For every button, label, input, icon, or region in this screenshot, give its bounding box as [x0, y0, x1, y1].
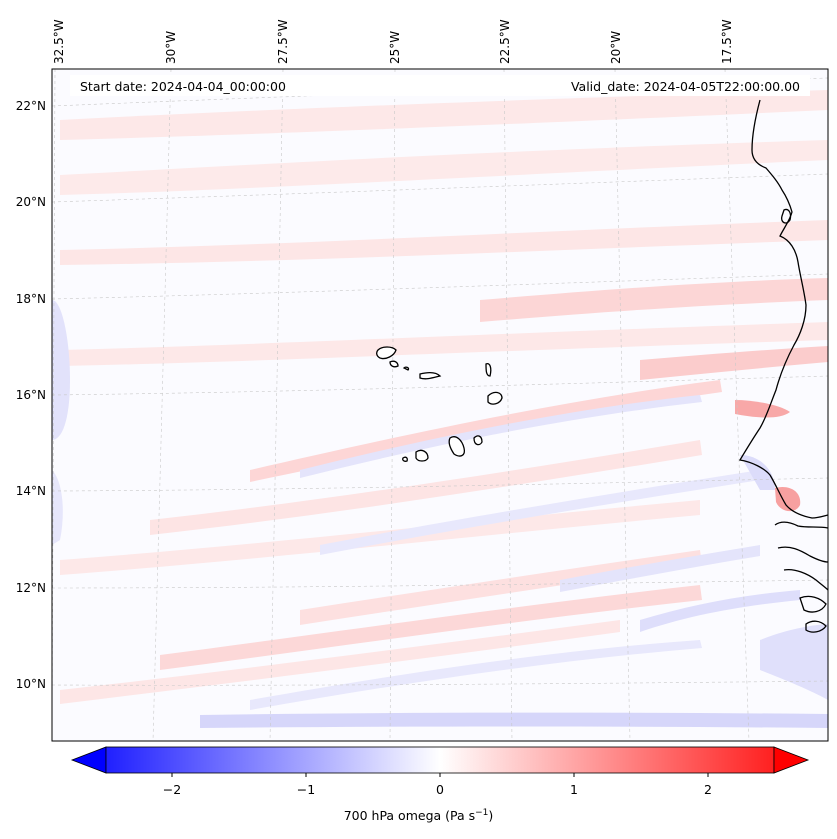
lat-label: 22°N: [15, 99, 46, 113]
african-coastline: [738, 99, 828, 519]
descent-band: [300, 395, 702, 478]
island-santa-luzia: [402, 366, 410, 371]
descent-band: [760, 624, 828, 700]
lon-label: 32.5°W: [52, 19, 66, 64]
island-santo-antao: [376, 346, 397, 360]
ascent-band: [160, 585, 702, 670]
meridian-line: [503, 69, 513, 741]
lon-label: 30°W: [164, 30, 178, 64]
colorbar-over-arrow: [773, 746, 810, 774]
lon-label: 25°W: [388, 30, 402, 64]
ascent-band: [60, 220, 828, 265]
descent-band: [250, 640, 702, 710]
map-frame: [51, 68, 829, 742]
ascent-patch: [735, 400, 790, 418]
lon-label: 17.5°W: [720, 19, 734, 64]
colorbar: [70, 746, 810, 777]
descent-band: [560, 545, 760, 592]
map-panel: [52, 69, 828, 741]
meridian-line: [389, 69, 396, 741]
colorbar-tick-label: 2: [704, 782, 712, 797]
island-boa-vista: [487, 391, 503, 405]
omega-field: [52, 90, 828, 728]
colorbar-tick-label: 0: [436, 782, 444, 797]
ascent-band: [60, 90, 828, 140]
parallel-line: [52, 680, 828, 686]
valid-date-label: Valid_date: 2024-04-05T22:00:00.00: [570, 79, 800, 94]
coastal-island: [805, 620, 827, 633]
lat-label: 16°N: [15, 388, 46, 402]
african-coastline: [774, 521, 828, 529]
descent-band: [320, 470, 760, 555]
island-sao-nicolau: [419, 372, 442, 380]
parallel-line: [52, 273, 828, 300]
ascent-band: [640, 346, 828, 380]
colorbar-tick-label: 1: [570, 782, 578, 797]
colorbar-title: 700 hPa omega (Pa s−1): [0, 808, 837, 823]
parallel-line: [52, 173, 828, 203]
ascent-band: [480, 278, 828, 322]
descent-band: [52, 300, 70, 440]
parallel-line: [52, 375, 828, 396]
african-coastline: [783, 568, 828, 591]
colorbar-under-arrow: [70, 746, 107, 774]
ascent-band: [150, 440, 702, 535]
ascent-patch: [775, 486, 801, 512]
lat-label: 14°N: [15, 484, 46, 498]
ascent-band: [60, 140, 828, 195]
meridian-line: [269, 69, 284, 741]
lat-label: 12°N: [15, 581, 46, 595]
meridian-line: [614, 69, 631, 741]
island-brava: [402, 456, 408, 462]
african-coastline: [799, 595, 827, 613]
meridian-line: [152, 69, 172, 741]
lon-label: 20°W: [609, 30, 623, 64]
date-strip: [70, 75, 810, 96]
descent-band: [640, 590, 800, 632]
lat-label: 20°N: [15, 195, 46, 209]
lon-label: 22.5°W: [498, 19, 512, 64]
descent-band: [200, 712, 828, 728]
lat-label: 10°N: [15, 677, 46, 691]
colorbar-tick-label: −1: [296, 782, 316, 797]
ascent-band: [60, 620, 620, 704]
cape-verde-islands: [376, 346, 503, 462]
island-sao-vicente: [389, 360, 399, 368]
colorbar-title-text: 700 hPa omega (Pa s: [343, 808, 476, 824]
colorbar-tick-label: −2: [162, 782, 182, 797]
colorbar-title-close: ): [488, 808, 494, 824]
coastlines: [738, 99, 828, 633]
island-sal: [485, 362, 492, 377]
coastal-island: [780, 208, 792, 224]
meridian-line: [724, 69, 750, 741]
colorbar-body: [105, 746, 775, 774]
lon-label: 27.5°W: [276, 19, 290, 64]
descent-band: [52, 470, 63, 545]
start-date-label: Start date: 2024-04-04_00:00:00: [80, 79, 286, 94]
island-maio: [473, 435, 483, 446]
island-fogo: [415, 449, 429, 462]
parallel-line: [52, 477, 828, 492]
island-santiago: [448, 436, 466, 457]
descent-band: [740, 455, 775, 490]
ascent-band: [300, 550, 702, 625]
colorbar-title-exponent: −1: [475, 808, 489, 818]
lat-label: 18°N: [15, 292, 46, 306]
ascent-band: [60, 322, 828, 366]
parallel-line: [52, 579, 828, 589]
african-coastline: [777, 546, 828, 563]
